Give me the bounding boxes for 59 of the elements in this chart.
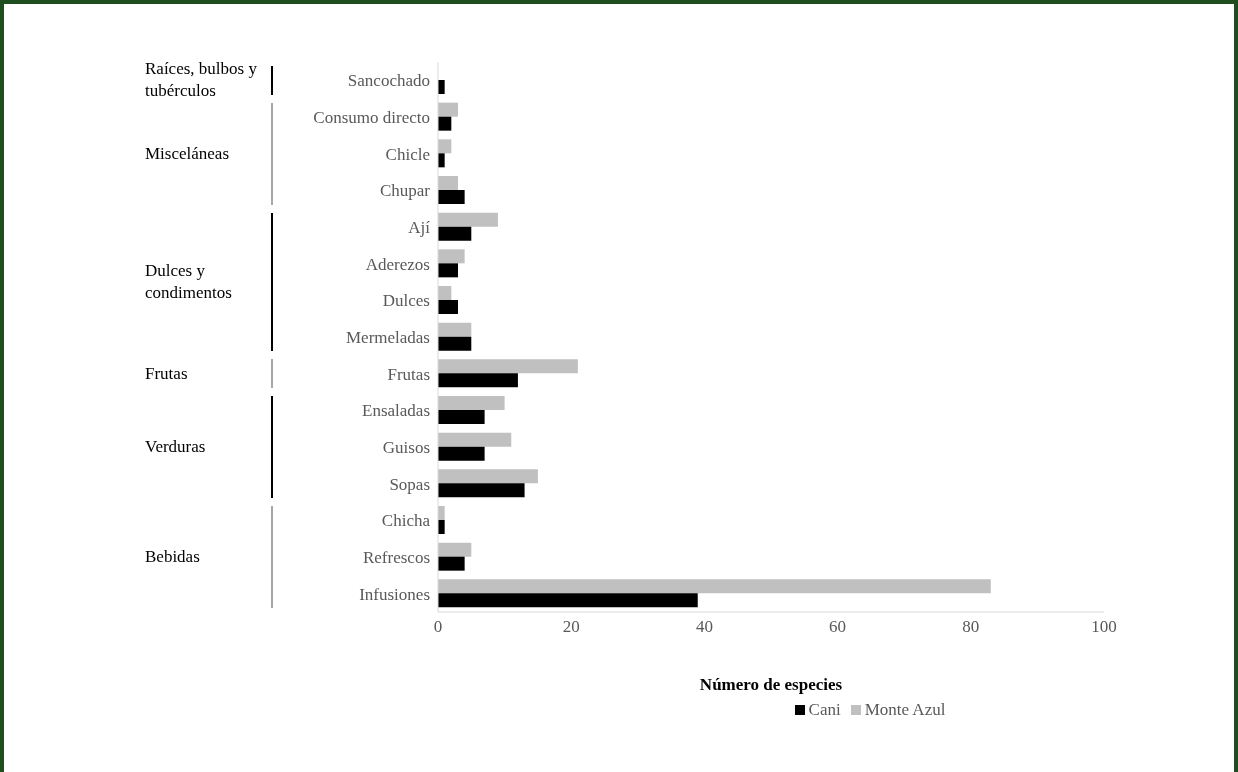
bar xyxy=(438,556,465,571)
legend-label: Cani xyxy=(807,700,841,720)
legend-label: Monte Azul xyxy=(863,700,946,720)
y-tick-label: Ají xyxy=(408,218,431,238)
bar xyxy=(438,469,538,484)
x-tick-label: 0 xyxy=(433,617,443,637)
y-tick-label: Dulces xyxy=(382,291,430,311)
y-tick-label: Aderezos xyxy=(365,254,430,274)
y-tick-label: Ensaladas xyxy=(362,401,430,421)
y-tick-label: Chicle xyxy=(385,144,430,164)
y-tick-label: Consumo directo xyxy=(313,108,430,128)
bar xyxy=(438,396,505,410)
x-tick-label: 80 xyxy=(962,617,980,637)
text: Misceláneas xyxy=(145,142,231,165)
bar xyxy=(438,483,525,498)
y-tick-label: Infusiones xyxy=(359,584,430,604)
bar xyxy=(438,336,472,351)
bar xyxy=(438,139,452,154)
y-tick-label: Frutas xyxy=(387,364,430,384)
bar xyxy=(438,373,518,388)
text: Dulces y condimentos xyxy=(145,260,233,304)
x-tick-label: 40 xyxy=(695,617,713,637)
bar xyxy=(438,579,991,594)
x-tick-label: 20 xyxy=(562,617,580,637)
bar xyxy=(438,286,452,300)
bar xyxy=(438,520,445,534)
y-tick-label: Chicha xyxy=(381,511,431,531)
bar xyxy=(438,300,458,314)
text: Verduras xyxy=(145,436,207,458)
bar xyxy=(438,432,512,447)
bar xyxy=(438,359,578,374)
bar xyxy=(438,80,445,94)
text: Frutas xyxy=(145,362,189,385)
bar xyxy=(438,410,485,424)
bar xyxy=(438,593,698,608)
bar xyxy=(438,263,458,278)
bar xyxy=(438,176,458,190)
bar xyxy=(438,226,472,241)
bar xyxy=(438,506,445,520)
x-axis-title: Número de especies xyxy=(699,675,843,694)
x-tick-label: 60 xyxy=(829,617,847,637)
y-tick-label: Guisos xyxy=(382,438,430,458)
x-tick-label: 100 xyxy=(1091,617,1117,637)
bar xyxy=(438,190,465,204)
bar xyxy=(438,446,485,461)
y-tick-label: Sancochado xyxy=(347,71,430,91)
y-tick-label: Mermeladas xyxy=(345,328,430,348)
bar xyxy=(438,212,498,227)
text: Bebidas xyxy=(145,546,201,568)
bar xyxy=(438,102,458,117)
bar xyxy=(438,322,472,337)
bar xyxy=(438,116,452,131)
y-tick-label: Chupar xyxy=(379,181,431,201)
y-tick-label: Refrescos xyxy=(362,548,430,568)
bar xyxy=(438,153,445,168)
y-tick-label: Sopas xyxy=(389,474,430,494)
text: Raíces, bulbos y tubérculos xyxy=(145,58,257,103)
bar xyxy=(438,542,472,557)
bar xyxy=(438,249,465,264)
